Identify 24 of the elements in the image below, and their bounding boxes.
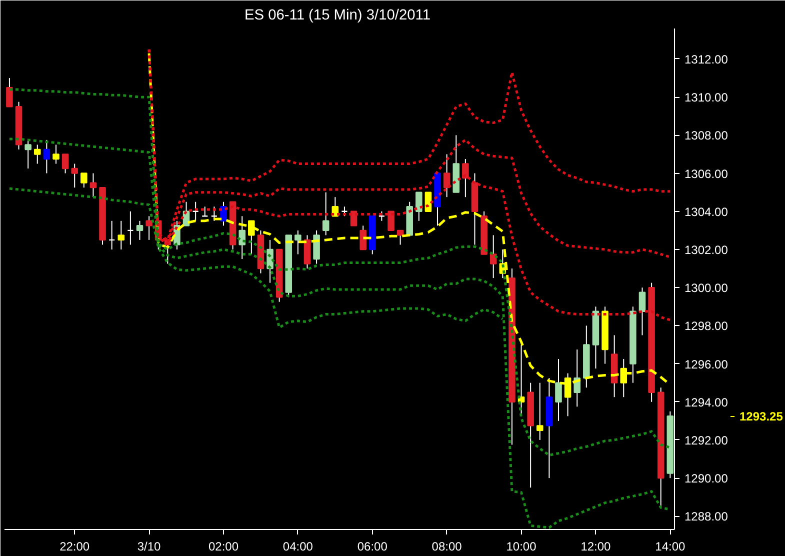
y-tick-label: 1294.00 (684, 395, 728, 410)
x-tick-label: 06:00 (357, 540, 388, 554)
x-tick-label: 10:00 (506, 540, 537, 554)
x-tick-label: 22:00 (60, 540, 90, 554)
x-tick-label: 12:00 (580, 540, 612, 554)
x-tick-label: 14:00 (655, 540, 686, 554)
y-tick-label: 1312.00 (684, 52, 728, 66)
x-tick-label: 3/10 (137, 540, 162, 554)
y-tick-label: 1310.00 (684, 90, 728, 105)
x-tick-label: 02:00 (208, 540, 239, 554)
y-tick-label: 1298.00 (684, 319, 728, 334)
x-tick-label: 04:00 (282, 540, 314, 554)
y-tick-label: 1302.00 (684, 242, 728, 257)
y-tick-label: 1292.00 (684, 433, 728, 448)
y-tick-label: 1288.00 (684, 510, 728, 524)
chart-title: ES 06-11 (15 Min) 3/10/2011 (244, 8, 430, 24)
y-tick-label: 1304.00 (684, 204, 728, 219)
y-tick-label: 1290.00 (684, 472, 728, 486)
x-tick-label: 08:00 (432, 540, 462, 554)
text: 1293.25 (740, 410, 784, 424)
y-tick-label: 1306.00 (684, 166, 728, 181)
y-tick-label: 1308.00 (684, 128, 728, 143)
y-tick-label: 1300.00 (684, 281, 728, 296)
y-tick-label: 1296.00 (684, 357, 728, 372)
